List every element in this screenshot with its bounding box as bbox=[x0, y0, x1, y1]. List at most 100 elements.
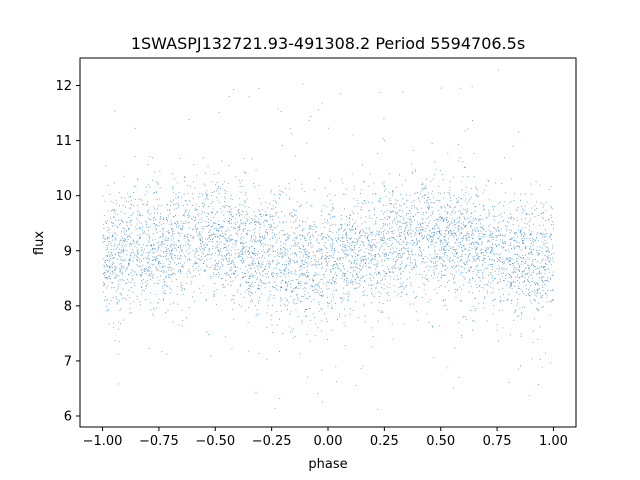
data-point bbox=[210, 355, 212, 357]
data-point bbox=[252, 275, 254, 277]
data-point bbox=[423, 211, 425, 213]
data-point bbox=[144, 220, 146, 222]
data-point bbox=[445, 264, 447, 266]
data-point bbox=[282, 279, 283, 281]
data-point bbox=[172, 272, 174, 274]
data-point bbox=[283, 303, 285, 305]
data-point bbox=[371, 302, 373, 304]
data-point bbox=[445, 218, 447, 220]
data-point bbox=[156, 208, 158, 210]
data-point bbox=[363, 286, 364, 288]
data-point bbox=[429, 259, 431, 261]
data-point bbox=[313, 299, 315, 301]
data-point bbox=[255, 253, 257, 254]
data-point bbox=[432, 239, 434, 241]
data-point bbox=[130, 272, 132, 274]
data-point bbox=[166, 286, 168, 288]
data-point bbox=[517, 254, 519, 256]
data-point bbox=[528, 276, 529, 278]
data-point bbox=[461, 247, 463, 249]
data-point bbox=[346, 293, 348, 295]
data-point bbox=[259, 240, 261, 242]
data-point bbox=[321, 256, 323, 258]
data-point bbox=[313, 255, 314, 257]
data-point bbox=[197, 221, 199, 223]
data-point bbox=[416, 240, 418, 242]
data-point bbox=[524, 234, 526, 236]
data-point bbox=[138, 214, 140, 216]
data-point bbox=[108, 244, 110, 246]
data-point bbox=[420, 255, 422, 257]
data-point bbox=[513, 217, 514, 219]
data-point bbox=[127, 238, 129, 240]
data-point bbox=[470, 197, 472, 198]
data-point bbox=[115, 276, 116, 278]
data-point bbox=[285, 281, 287, 283]
data-point bbox=[190, 281, 192, 283]
data-point bbox=[511, 283, 513, 285]
data-point bbox=[364, 200, 365, 201]
data-point bbox=[165, 246, 167, 248]
data-point bbox=[488, 275, 490, 276]
data-point bbox=[539, 232, 541, 234]
data-point bbox=[505, 228, 507, 230]
data-point bbox=[369, 273, 371, 275]
data-point bbox=[523, 271, 525, 272]
data-point bbox=[495, 230, 497, 232]
data-point bbox=[455, 252, 457, 254]
data-point bbox=[382, 252, 384, 254]
data-point bbox=[460, 227, 462, 228]
data-point bbox=[376, 217, 378, 219]
data-point bbox=[326, 288, 328, 290]
data-point bbox=[389, 237, 391, 239]
data-point bbox=[160, 242, 162, 243]
data-point bbox=[463, 245, 464, 247]
data-point bbox=[493, 253, 495, 255]
data-point bbox=[253, 183, 255, 184]
data-point bbox=[410, 285, 412, 287]
data-point bbox=[147, 210, 149, 212]
data-point bbox=[168, 230, 170, 232]
data-point bbox=[243, 171, 245, 173]
data-point bbox=[434, 228, 436, 230]
data-point bbox=[399, 249, 400, 251]
data-point bbox=[393, 230, 395, 232]
data-point bbox=[472, 256, 474, 258]
data-point bbox=[146, 280, 148, 281]
data-point bbox=[266, 231, 268, 233]
data-point bbox=[495, 298, 496, 300]
data-point bbox=[119, 223, 121, 225]
data-point bbox=[244, 194, 246, 196]
data-point bbox=[522, 242, 523, 244]
data-point bbox=[380, 219, 382, 221]
data-point bbox=[520, 333, 522, 335]
data-point bbox=[203, 247, 205, 249]
data-point bbox=[406, 214, 408, 216]
data-point bbox=[335, 288, 337, 290]
data-point bbox=[156, 250, 158, 252]
data-point bbox=[311, 245, 313, 247]
data-point bbox=[368, 244, 370, 246]
data-point bbox=[373, 209, 375, 211]
data-point bbox=[451, 267, 453, 268]
data-point bbox=[395, 199, 397, 201]
data-point bbox=[330, 217, 331, 219]
data-point bbox=[312, 313, 314, 315]
data-point bbox=[184, 212, 185, 214]
data-point bbox=[530, 249, 532, 250]
data-point bbox=[421, 195, 423, 197]
data-point bbox=[187, 217, 189, 219]
data-point bbox=[317, 393, 319, 395]
data-point bbox=[213, 294, 214, 296]
data-point bbox=[395, 268, 397, 269]
data-point bbox=[257, 284, 259, 286]
data-point bbox=[396, 224, 398, 226]
data-point bbox=[152, 249, 154, 251]
data-point bbox=[284, 270, 286, 272]
data-point bbox=[276, 272, 277, 274]
data-point bbox=[253, 253, 255, 255]
data-point bbox=[551, 247, 553, 249]
data-point bbox=[279, 190, 281, 192]
data-point bbox=[496, 253, 498, 255]
